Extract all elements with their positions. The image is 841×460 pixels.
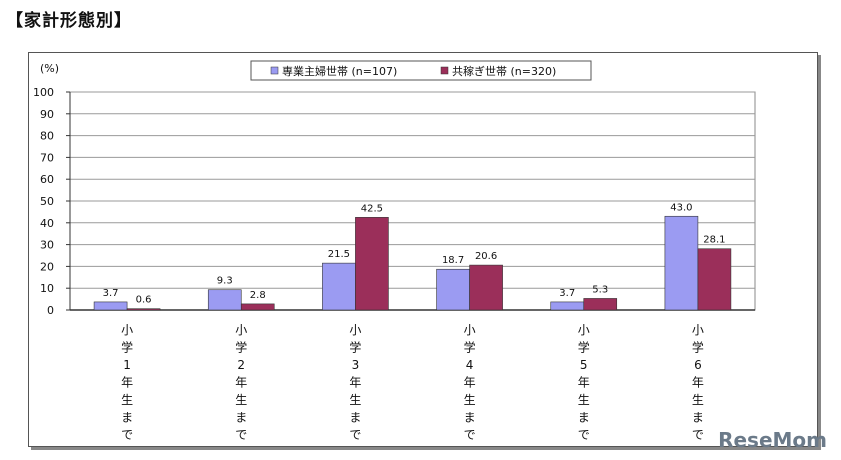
x-tick-label-char: 学 [578,340,590,355]
x-tick-label-char: 2 [237,358,245,372]
y-tick-label: 50 [40,195,54,208]
x-tick-label-char: ま [464,411,476,425]
x-tick-label-char: 小 [121,323,133,337]
chart-frame-shadow [31,55,821,450]
x-tick-label-char: 学 [235,340,247,355]
y-tick-label: 20 [40,260,54,273]
axes: 0 10 20 30 40 50 60 70 80 90 100 (%) [33,62,755,317]
bar-tomokasegi [126,308,161,311]
bar-sengyo [550,301,585,311]
data-label: 28.1 [703,235,725,246]
x-tick-label-char: 年 [578,376,590,390]
data-label: 42.5 [361,203,383,214]
data-label: 43.0 [670,202,692,213]
y-tick-label: 40 [40,217,54,230]
x-tick-label-char: 小 [578,323,590,337]
x-tick-label-char: 小 [692,323,704,337]
data-label: 3.7 [559,288,575,299]
x-tick-label-char: 3 [352,358,360,372]
bar-tomokasegi [697,248,732,311]
data-label: 20.6 [475,251,497,262]
data-label: 2.8 [250,290,266,301]
x-tick-label-char: で [578,428,590,442]
grid-lines [69,91,756,311]
x-tick-label-char: で [121,428,133,442]
data-label: 0.6 [136,295,152,306]
x-tick-label-char: で [235,428,247,442]
x-tick-label-char: 年 [692,376,704,390]
y-axis-label: (%) [40,62,59,75]
x-tick-label-char: 年 [121,376,133,390]
x-tick-label-char: 学 [121,340,133,355]
x-tick-label-char: 生 [692,393,704,407]
bar-sengyo [93,301,128,311]
data-label: 9.3 [217,276,233,287]
x-tick-label-char: 小 [235,323,247,337]
bars [93,215,732,311]
x-tick-label-char: 4 [466,358,474,372]
legend-box [250,60,592,81]
bar-tomokasegi [583,298,618,311]
x-tick-label-char: 生 [464,393,476,407]
x-tick-label-char: 生 [578,393,590,407]
y-tick-label: 60 [40,173,54,186]
x-tick-label-char: 小 [464,323,476,337]
legend-label: 専業主婦世帯 (n=107) [282,64,397,78]
legend-swatch [270,66,279,75]
labels: 3.70.6小学1年生まで9.32.8小学2年生まで21.542.5小学3年生ま… [103,202,726,442]
x-tick-label-char: 学 [464,340,476,355]
bar-sengyo [664,215,699,311]
x-tick-label-char: 学 [349,340,361,355]
x-tick-label-char: 学 [692,340,704,355]
legend-swatch [440,66,449,75]
x-tick-label-char: ま [692,411,704,425]
data-label: 21.5 [328,249,350,260]
legend: 専業主婦世帯 (n=107) 共稼ぎ世帯 (n=320) [250,60,592,81]
x-tick-label-char: で [692,428,704,442]
x-tick-label-char: 生 [349,393,361,407]
y-tick-label: 10 [40,282,54,295]
y-tick-label: 30 [40,239,54,252]
x-tick-label-char: 年 [235,376,247,390]
x-tick-label-char: ま [235,411,247,425]
bar-tomokasegi [355,217,389,311]
bar-tomokasegi [240,303,275,311]
bar-tomokasegi [469,264,503,311]
y-tick-label: 100 [33,86,54,99]
x-tick-label-char: 生 [121,393,133,407]
x-tick-label-char: で [349,428,361,442]
x-tick-label-char: 年 [349,376,361,390]
x-tick-label-char: 年 [464,376,476,390]
data-label: 5.3 [592,284,608,295]
x-tick-label-char: 5 [580,358,588,372]
y-tick-label: 0 [47,304,54,317]
x-tick-label-char: で [464,428,476,442]
bar-sengyo [436,268,470,311]
bar-sengyo [322,262,356,311]
x-tick-label-char: ま [578,411,590,425]
chart-frame [28,52,818,447]
x-tick-label-char: ま [349,411,361,425]
x-tick-label-char: 1 [123,358,131,372]
x-tick-label-char: ま [121,411,133,425]
data-label: 18.7 [442,255,464,266]
x-tick-label-char: 6 [694,358,702,372]
legend-label: 共稼ぎ世帯 (n=320) [452,64,556,78]
data-label: 3.7 [103,288,119,299]
page-heading: 【家計形態別】 [6,11,132,31]
bar-sengyo [207,289,242,311]
y-tick-label: 80 [40,130,54,143]
x-tick-label-char: 小 [349,323,361,337]
x-tick-label-char: 生 [235,393,247,407]
y-tick-label: 70 [40,151,54,164]
resemom-logo: ReseMom [718,428,827,452]
y-tick-label: 90 [40,108,54,121]
